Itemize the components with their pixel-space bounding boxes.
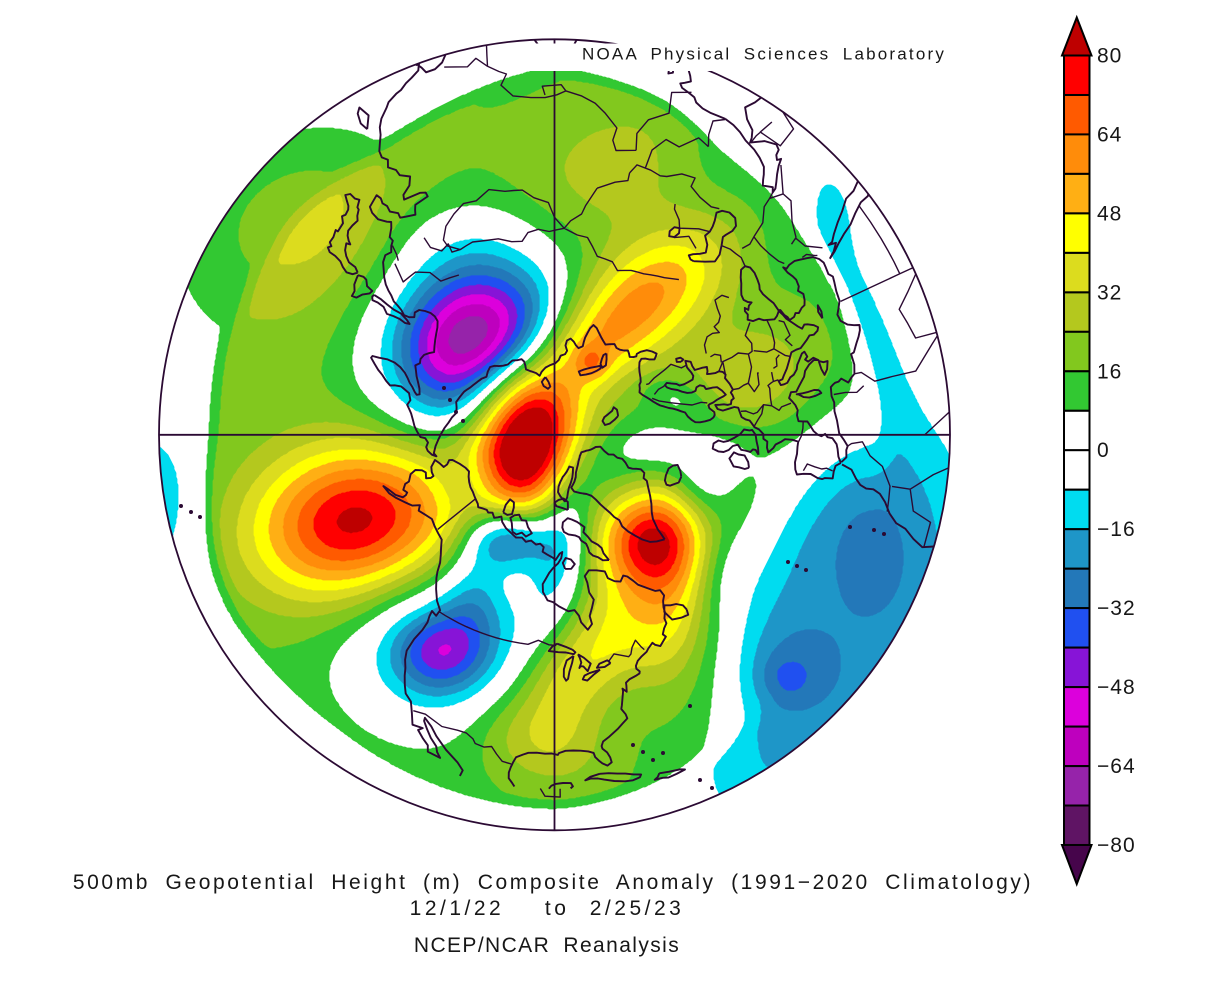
svg-text:−48: −48	[1097, 676, 1136, 699]
svg-text:16: 16	[1097, 360, 1122, 383]
svg-text:80: 80	[1097, 45, 1122, 68]
svg-text:48: 48	[1097, 202, 1122, 225]
svg-text:0: 0	[1097, 439, 1110, 462]
svg-text:−64: −64	[1097, 755, 1136, 778]
svg-text:64: 64	[1097, 123, 1122, 146]
svg-text:−80: −80	[1097, 834, 1136, 857]
svg-text:32: 32	[1097, 281, 1122, 304]
svg-text:NOAA Physical Sciences Laborat: NOAA Physical Sciences Laboratory	[582, 45, 946, 64]
svg-text:−16: −16	[1097, 518, 1136, 541]
svg-text:12/1/22 to 2/25/23: 12/1/22 to 2/25/23	[410, 897, 685, 920]
svg-text:−32: −32	[1097, 597, 1136, 620]
svg-text:NCEP/NCAR Reanalysis: NCEP/NCAR Reanalysis	[414, 934, 680, 957]
svg-text:500mb Geopotential Height (m): 500mb Geopotential Height (m) Composite …	[73, 871, 1033, 894]
